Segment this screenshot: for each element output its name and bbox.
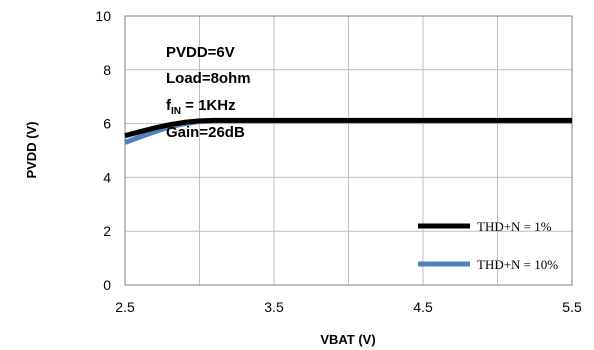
series-line-thd-1 [124, 117, 572, 139]
legend-label-thd-10: THD+N = 10% [477, 257, 558, 272]
series-lines [124, 117, 572, 145]
x-tick-label: 5.5 [562, 299, 582, 315]
y-tick-label: 8 [103, 62, 111, 78]
y-tick-label: 4 [103, 169, 111, 185]
annotation-pvdd: PVDD=6V [166, 44, 235, 61]
y-tick-label: 0 [103, 277, 111, 293]
plot-area [124, 15, 573, 286]
annotation-gain: Gain=26dB [166, 124, 245, 141]
y-tick-label: 2 [103, 223, 111, 239]
x-axis-ticks: 2.5 3.5 4.5 5.5 [115, 299, 582, 315]
legend: THD+N = 1% THD+N = 10% [418, 219, 558, 272]
x-axis-title: VBAT (V) [320, 332, 375, 347]
y-axis-title: PVDD (V) [24, 121, 39, 178]
condition-annotations: PVDD=6V Load=8ohm fIN = 1KHz Gain=26dB [166, 44, 251, 141]
x-tick-label: 4.5 [413, 299, 433, 315]
y-tick-label: 6 [103, 116, 111, 132]
annotation-fin-symbol: f [166, 97, 172, 114]
x-tick-label: 3.5 [264, 299, 284, 315]
x-tick-label: 2.5 [115, 299, 135, 315]
annotation-load: Load=8ohm [166, 70, 251, 87]
y-tick-label: 10 [95, 8, 111, 24]
legend-label-thd-1: THD+N = 1% [477, 219, 552, 234]
annotation-fin-value: = 1KHz [181, 97, 236, 114]
y-axis-ticks: 0 2 4 6 8 10 [95, 8, 111, 293]
annotation-fin: fIN = 1KHz [166, 97, 236, 117]
annotation-fin-subscript: IN [171, 106, 181, 117]
